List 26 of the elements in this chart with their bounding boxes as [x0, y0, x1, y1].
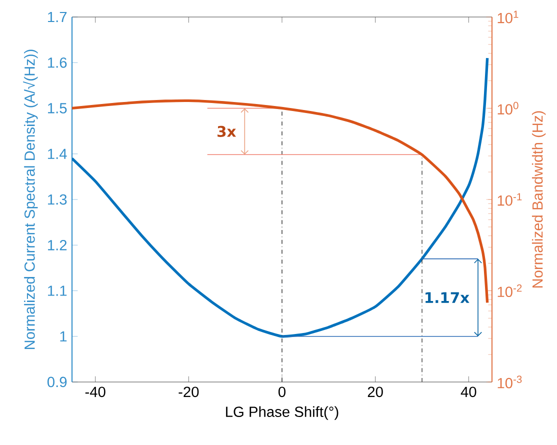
- x-axis-title: LG Phase Shift(°): [226, 406, 338, 420]
- y-tick-label: 1.6: [48, 57, 67, 68]
- y-tick-label: 1.3: [48, 194, 67, 205]
- line-series: [72, 99, 489, 304]
- y-tick-label: 1.4: [48, 148, 67, 159]
- y2-tick-label: 10$^{-2}$: [498, 284, 522, 298]
- y-axis-title: Normalized Current Spectral Density (A/√(Hz)): [23, 50, 38, 350]
- y2-tick-label: 10$^{-1}$: [498, 193, 522, 206]
- y-tick-label: 1.1: [48, 286, 67, 296]
- x-tick-label: -40: [85, 386, 106, 398]
- line-series: [72, 56, 489, 338]
- x-tick-label: -20: [178, 386, 199, 398]
- x-tick-label: 20: [368, 386, 383, 398]
- y-tick-label: 1.5: [48, 103, 67, 114]
- y-tick-label: 1.2: [48, 240, 67, 250]
- y-tick-label: 1.7: [48, 12, 67, 22]
- x-tick-label: 0: [278, 386, 286, 398]
- y2-axis-title: Normalized Bandwidth (Hz): [532, 111, 546, 288]
- y2-tick-label: 10$^{-3}$: [498, 376, 522, 388]
- y2-tick-label: 10$^{0}$: [498, 102, 518, 115]
- x-tick-label: 40: [460, 386, 476, 398]
- annotation: 1.17x: [426, 292, 470, 303]
- y-tick-label: 1: [60, 331, 67, 342]
- y-tick-label: 0.9: [47, 376, 67, 388]
- annotation: 3x: [218, 126, 236, 137]
- y2-tick-label: 10$^{1}$: [498, 10, 518, 24]
